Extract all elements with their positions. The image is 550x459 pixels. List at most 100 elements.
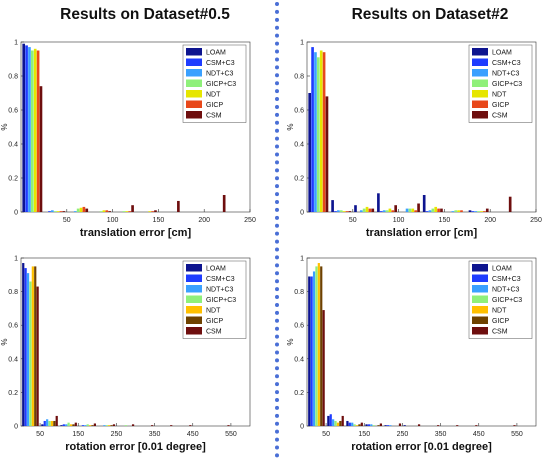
bar-ndt	[355, 425, 359, 426]
bar-loam	[308, 276, 311, 426]
bar-ndt	[336, 422, 340, 426]
x-tick-label: 250	[244, 217, 256, 224]
bar-gicp	[377, 425, 380, 426]
bar-csm	[485, 208, 489, 212]
bar-gicp-c3	[31, 50, 34, 212]
legend-label: GICP+C3	[492, 81, 522, 88]
x-tick-label: 550	[511, 431, 523, 438]
bar-ndt-c3	[103, 425, 106, 426]
bar-loam	[22, 43, 26, 213]
bar-ndt-c3	[428, 210, 432, 212]
bar-gicp	[437, 208, 440, 212]
x-tick-label: 50	[322, 431, 330, 438]
y-tick-label: 0.2	[8, 176, 18, 183]
plot-frame	[306, 257, 537, 427]
y-axis-label: %	[0, 123, 9, 130]
bar-gicp-c3	[408, 208, 412, 212]
bar-ndt	[50, 420, 54, 426]
bar-csm	[322, 310, 325, 426]
chart-title-left: Results on Dataset#0.5	[60, 6, 230, 23]
bar-gicp-c3	[315, 266, 318, 426]
y-tick-label: 1	[300, 256, 304, 263]
bar-csm	[379, 423, 382, 426]
legend-swatch	[186, 306, 202, 314]
bar-gicp	[53, 420, 56, 426]
bar-ndt	[125, 211, 129, 212]
legend-label: NDT+C3	[206, 71, 234, 78]
bar-loam	[327, 415, 330, 426]
bar-ndt	[342, 211, 346, 212]
bar-gicp-c3	[385, 210, 389, 212]
bar-loam	[365, 424, 368, 426]
bar-csm-c3	[379, 211, 383, 212]
bar-loam	[331, 200, 334, 212]
legend-label: NDT+C3	[206, 287, 234, 294]
x-axis-label: rotation error [0.01 degree]	[351, 441, 492, 453]
bar-ndt-c3	[28, 47, 31, 212]
legend-swatch	[186, 100, 202, 108]
bar-ndt-c3	[312, 271, 316, 426]
y-tick-label: 0.2	[294, 176, 304, 183]
bar-ndt-c3	[474, 211, 478, 212]
bar-csm	[154, 210, 157, 212]
chart-title-right: Results on Dataset#2	[351, 6, 509, 23]
y-axis-label: %	[286, 338, 295, 345]
bar-gicp-c3	[317, 57, 320, 212]
bar-ndt	[388, 208, 392, 212]
bar-gicp	[391, 210, 395, 212]
bar-loam	[377, 193, 380, 212]
y-axis-label: %	[0, 338, 9, 345]
bar-ndt-c3	[337, 210, 340, 212]
bar-gicp-c3	[362, 208, 366, 212]
legend: LOAM CSM+C3 NDT+C3 GICP+C3 NDT GICP CSM	[182, 260, 247, 339]
legend-label: CSM+C3	[492, 60, 521, 67]
x-tick-label: 450	[473, 431, 485, 438]
bar-gicp-c3	[29, 281, 32, 426]
bar-csm	[508, 196, 512, 212]
plot-frame	[20, 257, 251, 427]
y-tick-label: 0.8	[8, 289, 18, 296]
legend-swatch	[186, 79, 202, 87]
legend-label: LOAM	[206, 266, 226, 273]
x-tick-label: 50	[36, 431, 44, 438]
y-tick-label: 0.2	[294, 390, 304, 397]
bar-ndt	[69, 424, 73, 426]
bar-csm-c3	[25, 45, 28, 213]
legend-label: GICP+C3	[492, 297, 522, 304]
bar-csm-c3	[367, 424, 370, 426]
bar-csm-c3	[81, 425, 84, 426]
legend-label: CSM+C3	[206, 60, 235, 67]
bar-ndt-c3	[26, 273, 30, 426]
x-tick-label: 150	[439, 217, 451, 224]
bar-gicp-c3	[53, 211, 57, 212]
legend-label: GICP	[492, 102, 509, 109]
bar-csm	[437, 425, 440, 426]
legend-swatch	[186, 316, 202, 324]
legend-swatch	[472, 306, 488, 314]
bar-csm-c3	[386, 425, 390, 426]
bar-loam	[41, 424, 44, 426]
legend-swatch	[472, 58, 488, 66]
bar-ndt-c3	[359, 210, 363, 212]
bar-gicp	[82, 206, 86, 212]
legend-label: CSM	[492, 113, 508, 120]
bar-csm-c3	[48, 211, 51, 212]
legend-label: CSM+C3	[206, 276, 235, 283]
x-tick-label: 250	[111, 431, 123, 438]
bar-gicp-c3	[86, 424, 89, 426]
bar-ndt	[88, 425, 92, 426]
y-tick-label: 0.8	[294, 289, 304, 296]
bar-gicp-c3	[76, 208, 80, 212]
legend-swatch	[472, 327, 488, 335]
bar-csm-c3	[329, 414, 332, 426]
legend-swatch	[186, 285, 202, 293]
bar-csm	[39, 86, 43, 212]
y-tick-label: 0.6	[294, 108, 304, 115]
bar-csm	[475, 425, 478, 426]
legend-label: CSM+C3	[492, 276, 521, 283]
bar-csm	[74, 422, 77, 426]
panel-divider	[275, 2, 279, 458]
legend-label: NDT	[206, 92, 221, 99]
bar-gicp-c3	[124, 425, 127, 426]
